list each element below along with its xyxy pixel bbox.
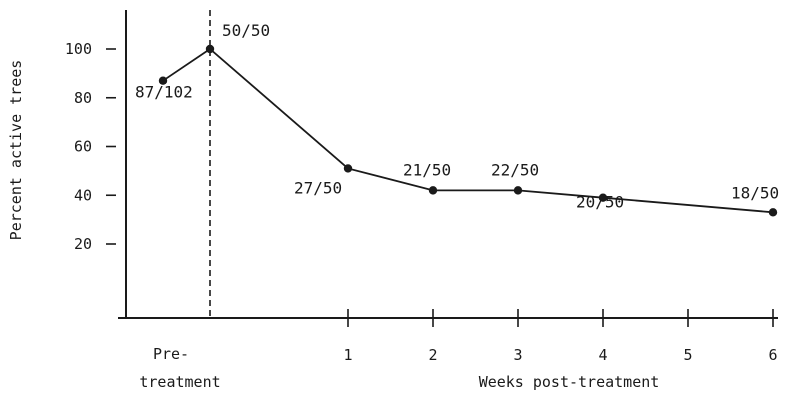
y-tick-label: 60 [74, 138, 92, 156]
data-label: 22/50 [491, 160, 539, 179]
axes [118, 10, 778, 319]
data-label: 21/50 [403, 160, 451, 179]
data-label: 18/50 [731, 183, 779, 202]
data-point [158, 76, 168, 85]
x-axis-title: Weeks post-treatment [479, 373, 660, 391]
pretreatment-label: treatment [139, 373, 220, 391]
data-label: 87/102 [135, 83, 193, 102]
x-tick-label: 2 [428, 346, 437, 364]
y-tick-label: 100 [65, 40, 92, 58]
data-label: 20/50 [576, 193, 624, 212]
labels: Percent active trees Weeks post-treatment… [7, 21, 779, 391]
x-tick-label: 3 [513, 346, 522, 364]
data-point [205, 44, 215, 54]
x-tick-label: 6 [768, 346, 777, 364]
data-point [343, 164, 353, 173]
data-point [768, 208, 778, 217]
data-point [513, 186, 523, 195]
data-point [598, 193, 608, 202]
series [158, 44, 778, 217]
pretreatment-label: Pre- [153, 345, 189, 363]
x-tick-label: 1 [343, 346, 352, 364]
x-tick-label: 5 [683, 346, 692, 364]
data-label: 27/50 [294, 178, 342, 197]
x-tick-label: 4 [598, 346, 607, 364]
ticks: 20 40 60 80 100 1 2 3 4 5 6 [65, 40, 778, 364]
series-line [162, 47, 774, 214]
data-label: 50/50 [222, 21, 270, 40]
y-axis-title: Percent active trees [7, 60, 25, 241]
y-tick-label: 20 [74, 235, 92, 253]
data-point [428, 186, 438, 195]
y-tick-label: 80 [74, 89, 92, 107]
y-tick-label: 40 [74, 186, 92, 204]
